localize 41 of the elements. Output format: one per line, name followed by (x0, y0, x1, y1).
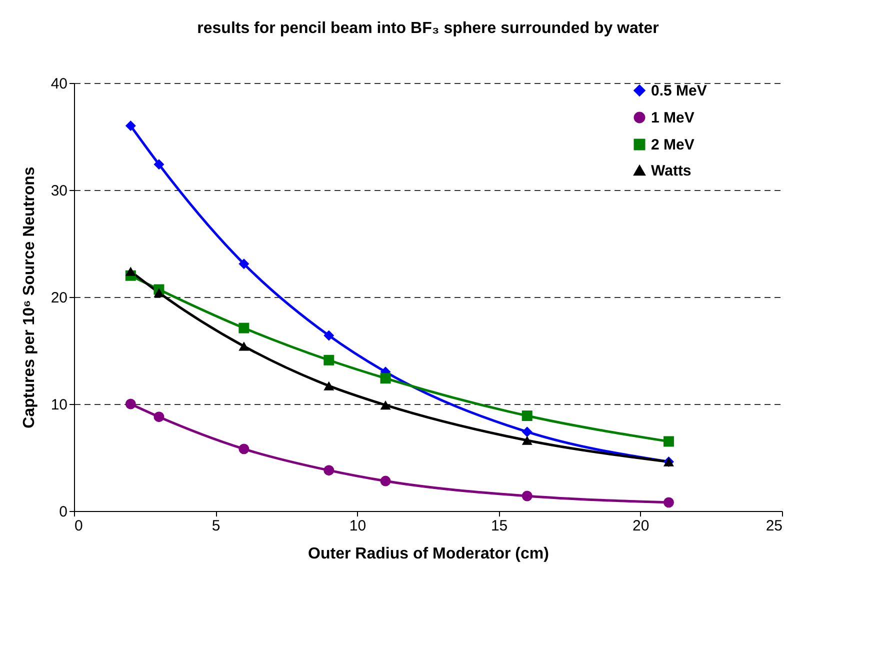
y-tick-label: 10 (50, 396, 68, 414)
legend-label: 1 MeV (651, 110, 694, 126)
x-tick-label: 5 (212, 518, 220, 534)
point (238, 342, 250, 351)
point (154, 288, 164, 298)
x-tick-label: 25 (766, 518, 782, 534)
point (238, 258, 250, 270)
point (522, 426, 532, 438)
point (663, 436, 674, 447)
point (154, 159, 164, 170)
y-tick-label: 30 (50, 182, 68, 200)
x-tick-label: 10 (349, 518, 366, 534)
x-tick-label: 20 (632, 518, 650, 534)
point (238, 322, 250, 334)
x-tick-label: 15 (490, 518, 508, 534)
point (238, 444, 250, 454)
y-tick-label: 20 (50, 290, 68, 306)
y-axis-title: Captures per 10⁶ Source Neutrons (20, 166, 38, 428)
x-axis-title: Outer Radius of Moderator (cm) (308, 546, 549, 562)
point (125, 266, 136, 276)
chart-title: results for pencil beam into BF₃ sphere surrounded by water (197, 20, 659, 37)
legend-label: 2 MeV (651, 136, 694, 154)
point (324, 330, 334, 341)
point (380, 373, 391, 384)
point (380, 400, 391, 410)
legend-label: Watts (651, 162, 692, 180)
point (154, 412, 164, 422)
x-tick-label: 0 (74, 518, 83, 534)
point (522, 490, 532, 502)
point (125, 398, 136, 410)
y-tick-label: 0 (59, 504, 68, 520)
point (324, 465, 334, 476)
point (380, 476, 391, 486)
legend-label: 0.5 MeV (651, 82, 707, 100)
point (522, 436, 532, 445)
y-tick-label: 40 (50, 76, 68, 92)
point (522, 410, 532, 422)
point (324, 354, 334, 366)
point (324, 381, 334, 390)
point (125, 120, 136, 132)
point (663, 497, 674, 508)
